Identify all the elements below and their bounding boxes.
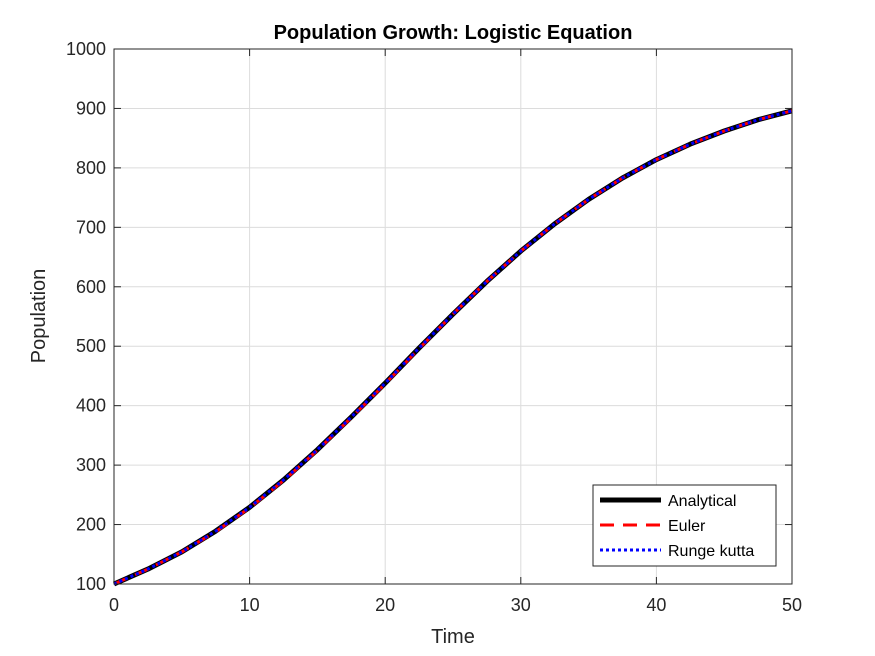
legend: Analytical Euler Runge kutta [592, 484, 777, 567]
series-layer [112, 108, 793, 587]
y-tick-label: 900 [76, 98, 106, 118]
tick-labels: 0 10 20 30 40 50 100 200 300 400 500 600 700 800 900 10… [66, 39, 802, 615]
legend-entries: Analytical Euler Runge kutta [600, 493, 754, 560]
axes-box [113, 48, 793, 585]
tick-marks [113, 48, 793, 585]
y-tick-label: 400 [76, 396, 106, 416]
x-tick-label: 40 [646, 595, 666, 615]
y-tick-label: 800 [76, 158, 106, 178]
y-tick-label: 600 [76, 277, 106, 297]
legend-label: Euler [668, 518, 706, 535]
x-tick-label: 30 [511, 595, 531, 615]
y-tick-label: 1000 [66, 39, 106, 59]
x-tick-label: 50 [782, 595, 802, 615]
y-axis-label: Population [28, 269, 50, 364]
x-tick-label: 0 [109, 595, 119, 615]
series-line-runge-kutta [113, 109, 793, 586]
y-tick-label: 200 [76, 515, 106, 535]
y-tick-label: 500 [76, 336, 106, 356]
x-tick-label: 20 [375, 595, 395, 615]
x-axis-label: Time [431, 626, 475, 648]
legend-label: Analytical [668, 493, 736, 510]
x-tick-label: 10 [240, 595, 260, 615]
legend-label: Runge kutta [668, 543, 754, 560]
y-tick-label: 300 [76, 455, 106, 475]
y-tick-label: 700 [76, 217, 106, 237]
chart-title: Population Growth: Logistic Equation [274, 22, 633, 44]
y-tick-label: 100 [76, 574, 106, 594]
